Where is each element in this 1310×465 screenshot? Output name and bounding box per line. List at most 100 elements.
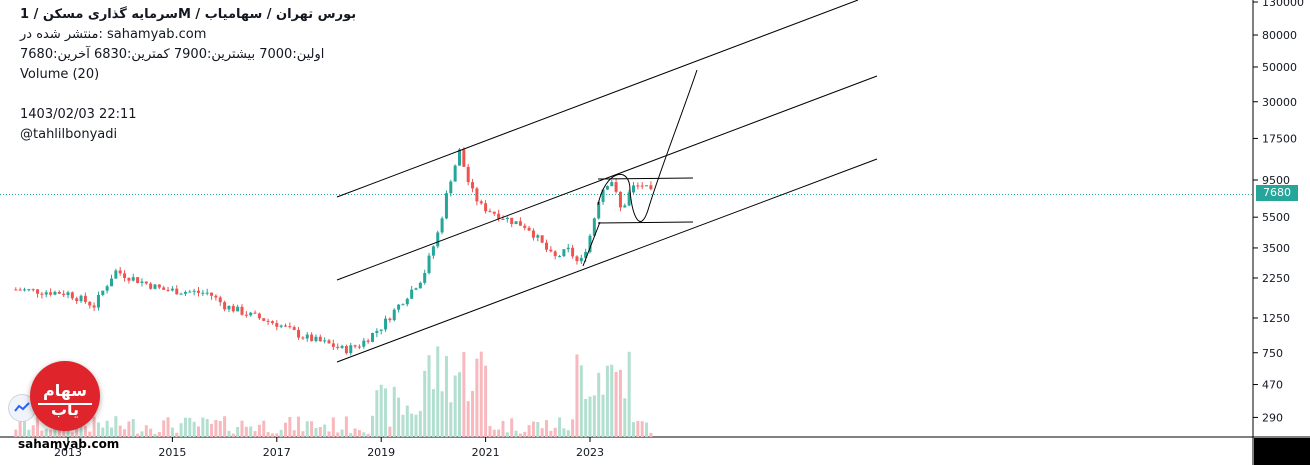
volume-bar — [301, 431, 305, 437]
volume-bar — [179, 423, 183, 437]
volume-bar — [214, 419, 218, 437]
candle-up — [379, 329, 383, 331]
volume-bar — [536, 422, 540, 437]
candle-up — [53, 291, 57, 295]
volume-bar — [514, 430, 518, 437]
candle-down — [353, 345, 357, 347]
candle-down — [62, 293, 66, 296]
candle-down — [284, 325, 287, 327]
candle-down — [331, 343, 335, 347]
volume-bar — [349, 433, 353, 437]
candle-down — [123, 273, 127, 278]
candle-up — [436, 232, 440, 247]
candle-down — [618, 191, 622, 208]
candle-up — [566, 247, 570, 250]
volume-indicator-label[interactable]: Volume (20) — [20, 67, 100, 82]
candle-up — [514, 221, 518, 225]
volume-bar — [588, 396, 592, 437]
y-tick-label: 17500 — [1262, 132, 1297, 145]
publish-date: 1403/02/03 22:11 — [20, 107, 137, 122]
volume-bar — [340, 429, 344, 437]
x-tick-label: 2017 — [263, 446, 291, 459]
candle-up — [588, 235, 592, 252]
volume-bar — [153, 433, 157, 437]
candle-up — [249, 312, 253, 316]
candle-up — [349, 345, 353, 354]
volume-bar — [14, 429, 18, 437]
volume-bar — [136, 433, 140, 437]
candle-up — [201, 292, 205, 294]
candle-down — [327, 340, 331, 344]
candle-up — [431, 246, 435, 256]
volume-bar — [458, 372, 461, 437]
volume-bar — [279, 429, 283, 437]
volume-bar — [636, 421, 640, 437]
volume-bar — [492, 429, 496, 437]
candle-up — [444, 193, 448, 219]
candle-down — [218, 297, 222, 303]
volume-bar — [605, 365, 609, 437]
volume-bar — [49, 429, 53, 437]
candle-up — [192, 290, 196, 292]
candle-down — [301, 337, 305, 339]
candle-down — [162, 287, 166, 290]
volume-bar — [310, 421, 314, 437]
candle-up — [405, 298, 409, 305]
candle-down — [14, 289, 18, 291]
volume-bar — [523, 431, 527, 437]
candle-up — [632, 185, 635, 193]
volume-bar — [140, 431, 144, 437]
y-tick-label: 30000 — [1262, 96, 1297, 109]
candle-down — [40, 293, 44, 295]
candle-down — [244, 314, 248, 316]
candle-up — [645, 185, 649, 187]
volume-bar — [610, 364, 614, 437]
volume-bar — [231, 433, 235, 437]
volume-bar — [510, 418, 514, 437]
volume-bar — [284, 422, 287, 437]
volume-bar — [375, 390, 379, 437]
volume-bar — [527, 425, 531, 437]
candle-down — [297, 329, 301, 338]
volume-bar — [566, 430, 570, 437]
volume-bar — [618, 369, 622, 437]
volume-bar — [418, 410, 422, 437]
volume-bar — [297, 416, 301, 437]
volume-bar — [131, 419, 135, 437]
volume-bar — [183, 417, 187, 437]
x-tick-label: 2013 — [54, 446, 82, 459]
volume-bar — [253, 431, 257, 437]
y-tick-label: 80000 — [1262, 29, 1297, 42]
candle-up — [279, 325, 283, 327]
volume-bar — [105, 420, 109, 437]
candle-up — [188, 291, 192, 293]
volume-bar — [88, 431, 92, 437]
volume-bar — [336, 432, 340, 437]
volume-bar — [123, 429, 127, 437]
candle-down — [636, 185, 640, 187]
y-tick-label: 470 — [1262, 379, 1283, 392]
candle-down — [210, 292, 214, 296]
channel-middle-line — [336, 75, 878, 281]
candle-up — [427, 255, 431, 273]
candle-up — [375, 330, 379, 334]
candle-up — [592, 218, 596, 236]
volume-bar — [449, 402, 453, 437]
candle-down — [292, 327, 296, 330]
candle-down — [270, 321, 274, 324]
candle-down — [231, 305, 235, 312]
candle-down — [492, 211, 496, 214]
volume-bar — [188, 417, 192, 437]
candle-down — [118, 270, 122, 274]
volume-bar — [562, 428, 566, 437]
candle-down — [257, 313, 261, 319]
volume-bar — [531, 421, 535, 437]
volume-bar — [344, 416, 348, 437]
candle-down — [275, 323, 279, 327]
candle-down — [357, 346, 361, 348]
volume-bar — [27, 429, 31, 437]
corner-settings-box[interactable] — [1254, 438, 1310, 465]
volume-bar — [18, 418, 22, 437]
volume-bar — [96, 422, 100, 437]
